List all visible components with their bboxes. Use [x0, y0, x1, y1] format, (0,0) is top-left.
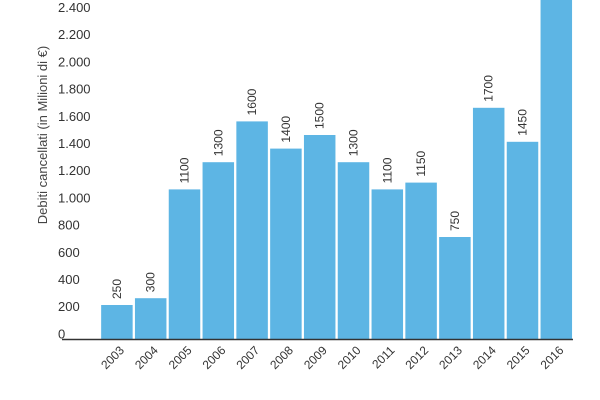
y-tick-label: 2.000: [58, 54, 91, 69]
bar-2014: [472, 107, 505, 339]
bar-2009: [303, 135, 336, 339]
y-tick-label: 1.600: [58, 109, 91, 124]
bar-2004: [134, 298, 167, 339]
bar-2007: [236, 121, 268, 340]
x-tick-label-2008: 2008: [267, 343, 296, 372]
y-tick-label: 1.200: [58, 163, 91, 178]
y-axis-ticks: 0 200 400 600 800 1.000 1.200 1.400 1.600 1.800 2.…: [58, 0, 91, 341]
y-tick-label: 2.200: [58, 27, 91, 42]
value-label-2009: 1500: [313, 102, 327, 129]
x-tick-label-2016: 2016: [538, 343, 567, 372]
bar-2008: [270, 148, 302, 339]
y-tick-label: 1.400: [58, 136, 91, 151]
bars: [101, 0, 573, 340]
value-label-2007: 1600: [245, 88, 259, 115]
value-label-2014: 1700: [482, 75, 496, 102]
x-axis-labels: 2003 2004 2005 2006 2007 2008 2009 2010 2011 2012…: [98, 343, 566, 372]
x-tick-label-2013: 2013: [436, 343, 465, 372]
value-labels: 250 300 1100 1300 1600 1400 1500 1300 1100 1150 75…: [110, 75, 530, 299]
x-tick-label-2004: 2004: [132, 343, 161, 372]
x-tick-label-2014: 2014: [470, 343, 499, 372]
x-tick-label-2009: 2009: [301, 343, 330, 372]
y-tick-label: 400: [58, 272, 80, 287]
bar-2012: [405, 182, 437, 339]
y-tick-label: 600: [58, 245, 80, 260]
value-label-2010: 1300: [347, 129, 361, 156]
bar-2016: [540, 0, 573, 339]
bar-2013: [439, 237, 471, 339]
y-tick-label: 1.800: [58, 82, 91, 97]
value-label-2012: 1150: [414, 150, 428, 176]
value-label-2015: 1450: [516, 109, 530, 136]
value-label-2013: 750: [448, 211, 462, 231]
x-tick-label-2011: 2011: [369, 343, 397, 371]
bar-2005: [168, 189, 201, 339]
x-tick-label-2015: 2015: [504, 343, 533, 372]
bar-2010: [337, 162, 370, 339]
x-tick-label-2005: 2005: [166, 343, 195, 372]
x-tick-label-2006: 2006: [200, 343, 229, 372]
y-tick-label: 2.400: [58, 0, 91, 15]
y-axis-title-group: Debiti cancellati (in Milioni di €): [35, 46, 50, 224]
x-tick-label-2003: 2003: [98, 343, 127, 372]
y-tick-label: 0: [58, 326, 65, 341]
value-label-2005: 1100: [178, 157, 192, 183]
x-tick-label-2010: 2010: [335, 343, 364, 372]
bar-2006: [202, 162, 235, 339]
x-tick-label-2007: 2007: [233, 343, 262, 372]
value-label-2011: 1100: [380, 157, 394, 183]
bar-2011: [371, 189, 404, 339]
y-axis-title: Debiti cancellati (in Milioni di €): [35, 46, 50, 224]
y-tick-label: 200: [58, 299, 80, 314]
value-label-2006: 1300: [211, 129, 225, 156]
y-tick-label: 1.000: [58, 190, 91, 205]
value-label-2003: 250: [110, 279, 124, 299]
bar-2015: [506, 141, 539, 339]
y-tick-label: 800: [58, 218, 80, 233]
value-label-2008: 1400: [279, 116, 293, 143]
bar-2003: [101, 305, 133, 339]
x-tick-label-2012: 2012: [402, 343, 431, 372]
value-label-2004: 300: [144, 272, 158, 292]
